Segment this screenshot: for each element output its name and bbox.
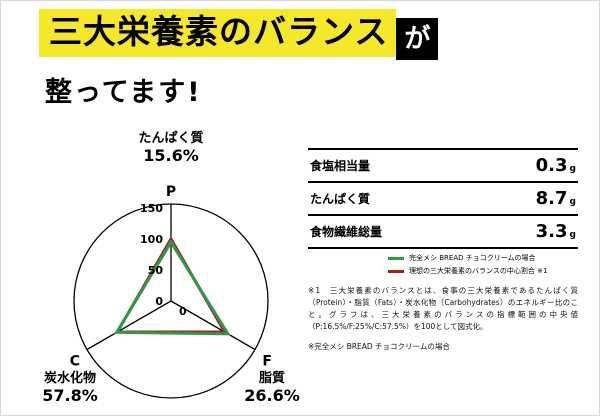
row-value: 0.3 (535, 155, 568, 176)
axis-label-carbohydrate: 炭水化物 57.8% (15, 367, 125, 405)
axis-fat-name: 脂質 (258, 371, 285, 386)
svg-text:P: P (166, 184, 176, 200)
headline: 三大栄養素のバランス が 整ってます! (39, 9, 439, 109)
row-value-group: 8.7 g (536, 188, 576, 209)
axis-carb-name: 炭水化物 (43, 371, 96, 386)
row-label: たんぱく質 (310, 192, 371, 206)
svg-text:50: 50 (148, 264, 164, 277)
legend-label: 理想の三大栄養素のバランスの中心割合 ※1 (409, 267, 548, 275)
chart-legend: 完全メシ BREAD チョコクリームの場合 理想の三大栄養素のバランスの中心割合… (308, 253, 578, 276)
axis-label-protein: たんぱく質 15.6% (19, 127, 323, 165)
svg-text:100: 100 (140, 233, 163, 246)
headline-suffix-text: が (396, 18, 439, 60)
legend-swatch (388, 256, 404, 260)
row-label: 食物繊維総量 (310, 225, 383, 239)
row-unit: g (569, 230, 576, 240)
legend-item: 理想の三大栄養素のバランスの中心割合 ※1 (388, 266, 578, 276)
axis-protein-percent: 15.6% (143, 146, 199, 165)
table-row: たんぱく質 8.7 g (308, 183, 578, 216)
row-value: 8.7 (535, 188, 568, 209)
svg-text:0: 0 (179, 305, 187, 318)
footnotes: ※1 三大栄養素のバランスとは、食事の三大栄養素であるたんぱく質（Protein… (308, 285, 578, 352)
nutrition-table: 食塩相当量 0.3 g たんぱく質 8.7 g 食物繊維総量 3.3 g (308, 148, 578, 249)
axis-label-fat: 脂質 26.6% (217, 367, 327, 405)
row-value: 3.3 (535, 221, 568, 242)
svg-text:F: F (262, 354, 272, 370)
svg-text:150: 150 (140, 202, 163, 215)
headline-highlight-text: 三大栄養素のバランス (39, 9, 397, 58)
headline-line1: 三大栄養素のバランス が (39, 9, 439, 60)
axis-protein-name: たんぱく質 (138, 131, 204, 146)
legend-label: 完全メシ BREAD チョコクリームの場合 (409, 254, 536, 262)
row-value-group: 0.3 g (536, 155, 576, 176)
axis-fat-percent: 26.6% (244, 386, 300, 405)
legend-item: 完全メシ BREAD チョコクリームの場合 (388, 253, 578, 263)
radar-chart-section: 150 100 50 0 0 P F C たんぱく質 15.6% 炭水化物 57.8% 脂質 … (19, 119, 323, 411)
radar-svg: 150 100 50 0 0 P F C (70, 184, 272, 399)
row-value-group: 3.3 g (536, 221, 576, 242)
svg-text:C: C (70, 354, 80, 370)
row-unit: g (569, 164, 576, 174)
row-label: 食塩相当量 (310, 159, 371, 173)
footnote-2: ※完全メシ BREAD チョコクリームの場合 (308, 342, 450, 351)
svg-text:0: 0 (155, 295, 163, 308)
table-row: 食物繊維総量 3.3 g (308, 216, 578, 249)
headline-line2: 整ってます! (45, 76, 202, 108)
row-unit: g (569, 197, 576, 207)
table-row: 食塩相当量 0.3 g (308, 150, 578, 183)
footnote-1: ※1 三大栄養素のバランスとは、食事の三大栄養素であるたんぱく質（Protein… (308, 286, 578, 331)
legend-swatch (388, 269, 404, 273)
axis-carb-percent: 57.8% (42, 386, 98, 405)
